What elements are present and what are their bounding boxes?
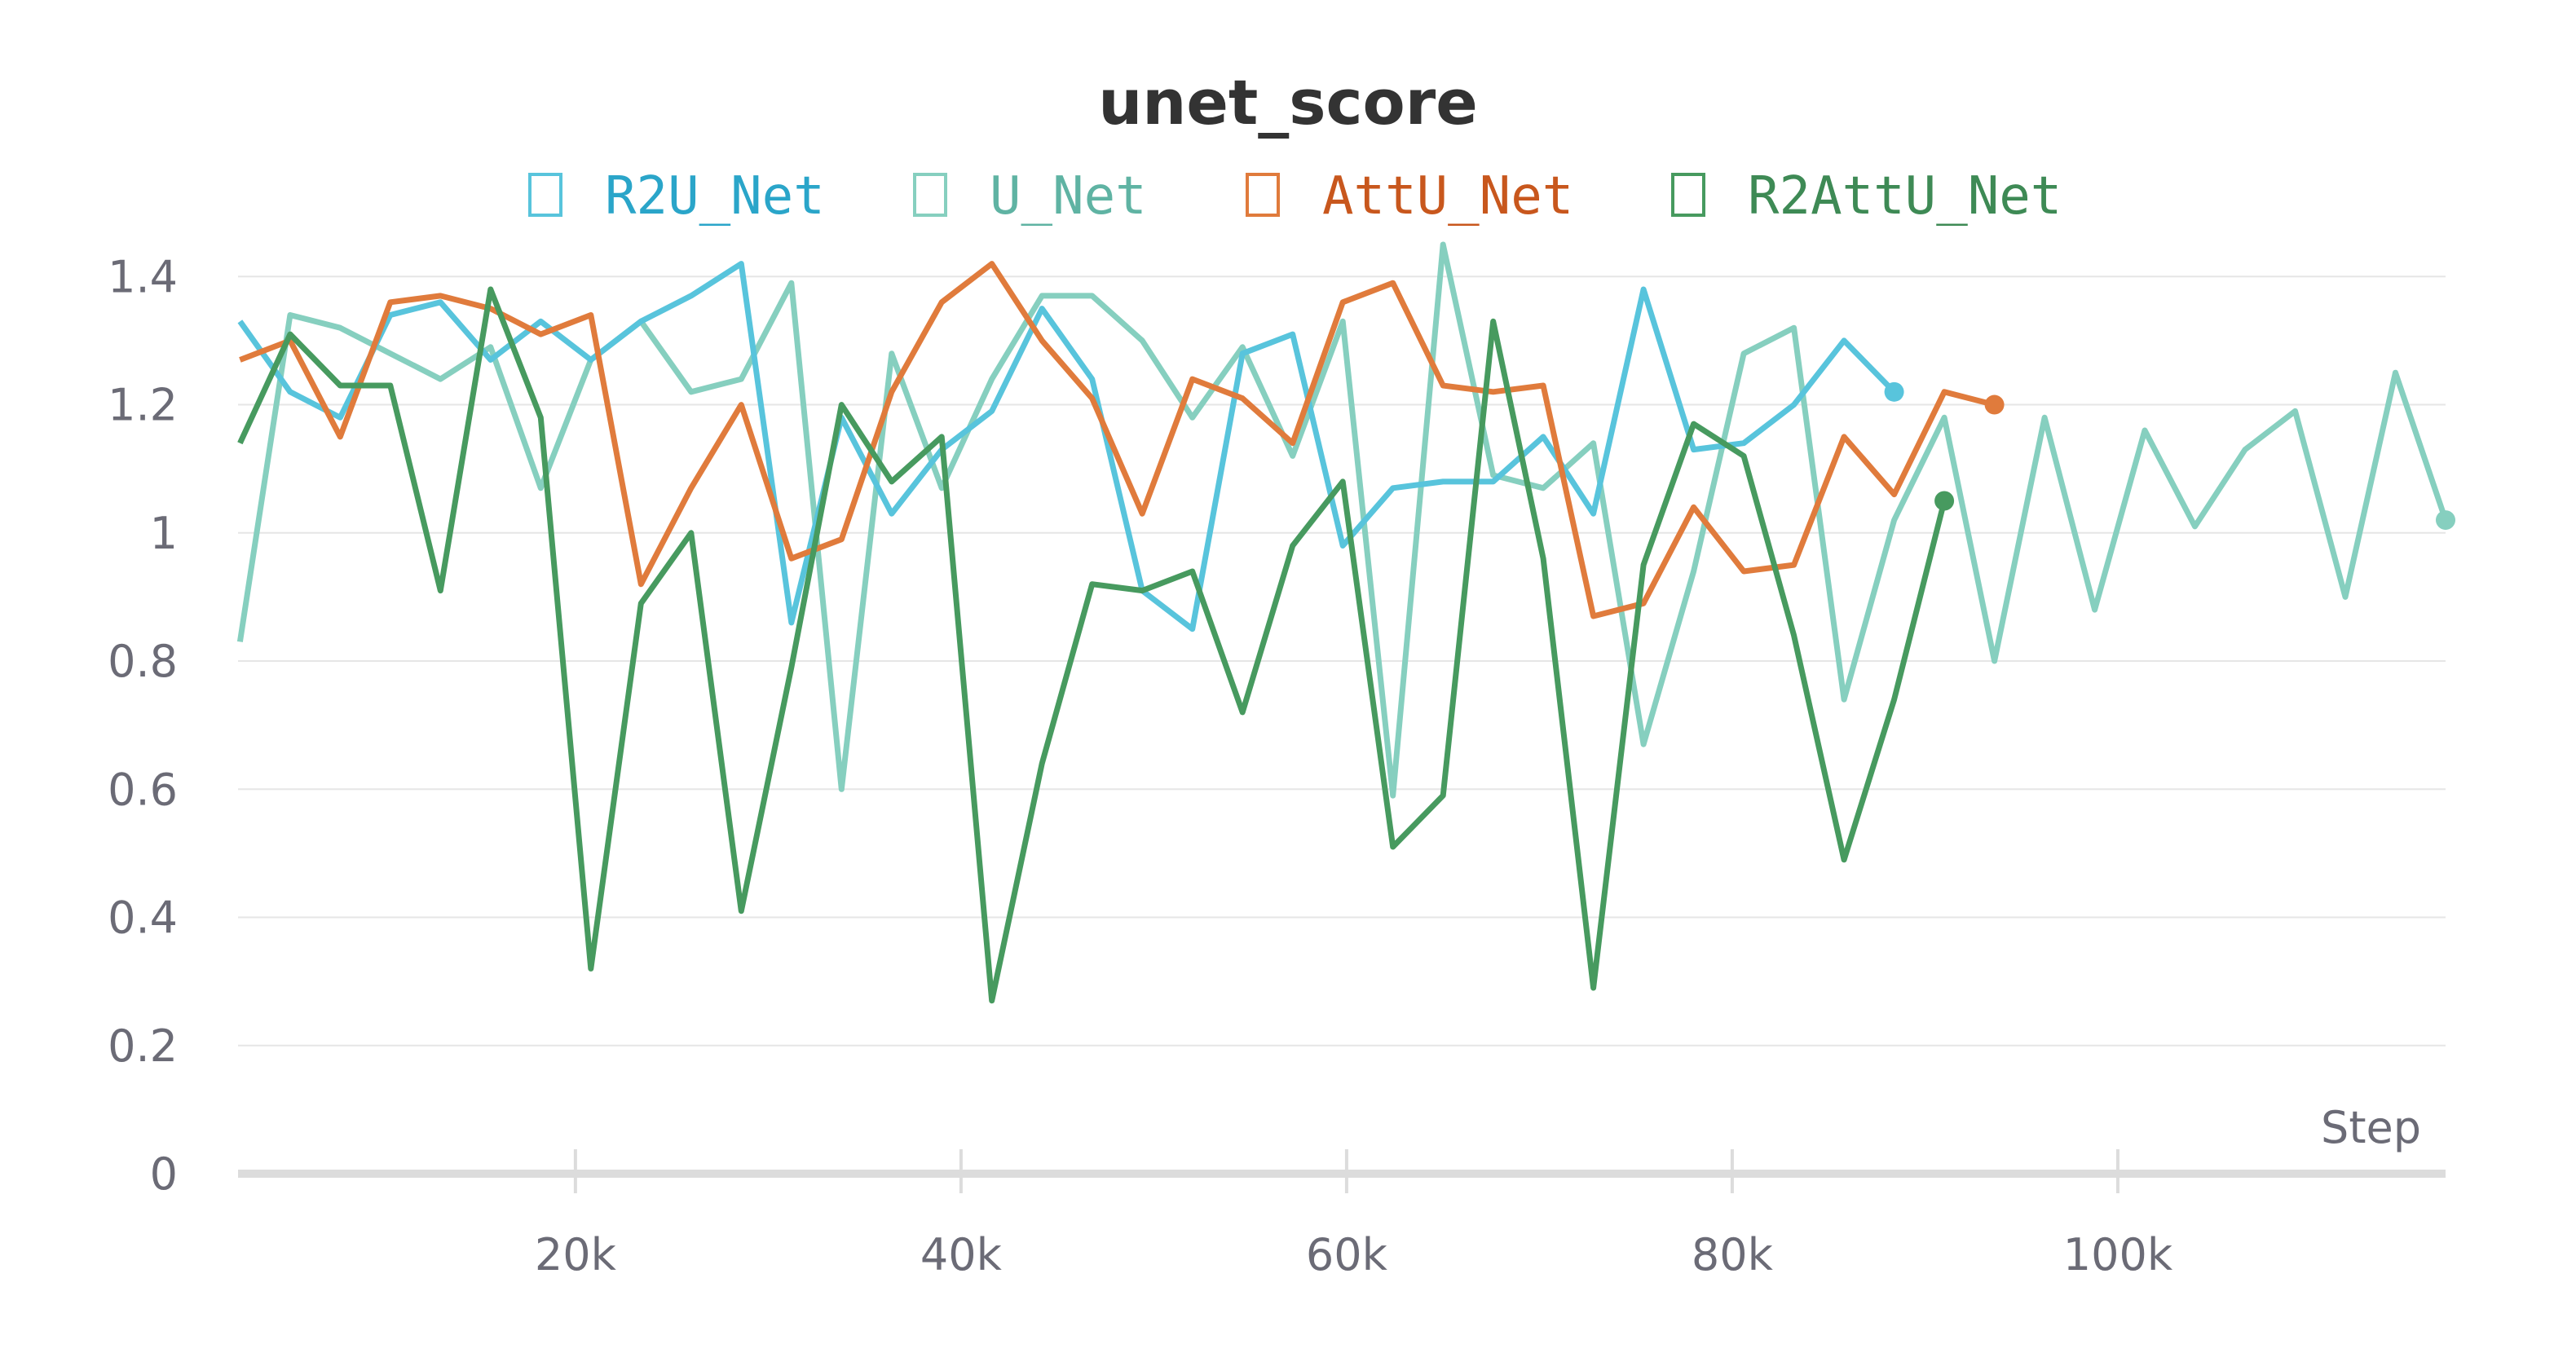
legend-item[interactable]: U_Net: [913, 166, 1147, 227]
x-tick-label: 20k: [535, 1229, 617, 1280]
series-R2U_Net: [237, 261, 1904, 632]
x-tick-label: 40k: [920, 1229, 1003, 1280]
gridlines: [238, 275, 2446, 1047]
x-axis: 20k 40k 60k 80k 100k: [238, 1149, 2446, 1280]
series-end-point: [1884, 381, 1904, 402]
chart-title: unet_score: [1098, 66, 1478, 139]
legend-label: R2U_Net: [605, 166, 825, 227]
legend: R2U_Net U_Net AttU_Net R2AttU_Net: [528, 166, 2062, 227]
y-tick-label: 1.4: [108, 251, 178, 302]
y-tick-label: 0.2: [108, 1020, 178, 1072]
legend-swatch: [1671, 173, 1705, 217]
y-tick-label: 1.2: [108, 380, 178, 431]
legend-item[interactable]: AttU_Net: [1246, 166, 1573, 227]
series-line: [236, 241, 2449, 799]
series-end-point: [2436, 510, 2455, 531]
y-tick-label: 0.6: [108, 764, 178, 815]
series-AttU_Net: [239, 261, 2005, 619]
y-tick-label: 0.8: [108, 636, 178, 687]
x-axis-label: Step: [2321, 1102, 2421, 1153]
y-tick-label: 0: [150, 1148, 178, 1200]
legend-label: U_Net: [990, 166, 1147, 227]
series-line: [237, 261, 1897, 632]
series-line: [239, 261, 1996, 619]
x-tick-label: 100k: [2063, 1229, 2173, 1280]
legend-swatch: [913, 173, 947, 217]
x-tick-label: 80k: [1692, 1229, 1774, 1280]
y-axis: 0 0.2 0.4 0.6 0.8 1 1.2 1.4: [108, 251, 178, 1200]
series-line: [237, 286, 1947, 1004]
series-R2AttU_Net: [237, 286, 1955, 1004]
legend-swatch: [1246, 173, 1280, 217]
legend-label: AttU_Net: [1322, 166, 1573, 227]
legend-item[interactable]: R2U_Net: [528, 166, 825, 227]
legend-label: R2AttU_Net: [1748, 166, 2062, 227]
y-tick-label: 1: [150, 508, 178, 559]
x-tick-label: 60k: [1306, 1229, 1388, 1280]
series-end-point: [1984, 394, 2005, 415]
legend-swatch: [528, 173, 562, 217]
series-lines: [236, 241, 2455, 1004]
legend-item[interactable]: R2AttU_Net: [1671, 166, 2062, 227]
series-end-point: [1934, 491, 1955, 511]
y-tick-label: 0.4: [108, 892, 178, 944]
